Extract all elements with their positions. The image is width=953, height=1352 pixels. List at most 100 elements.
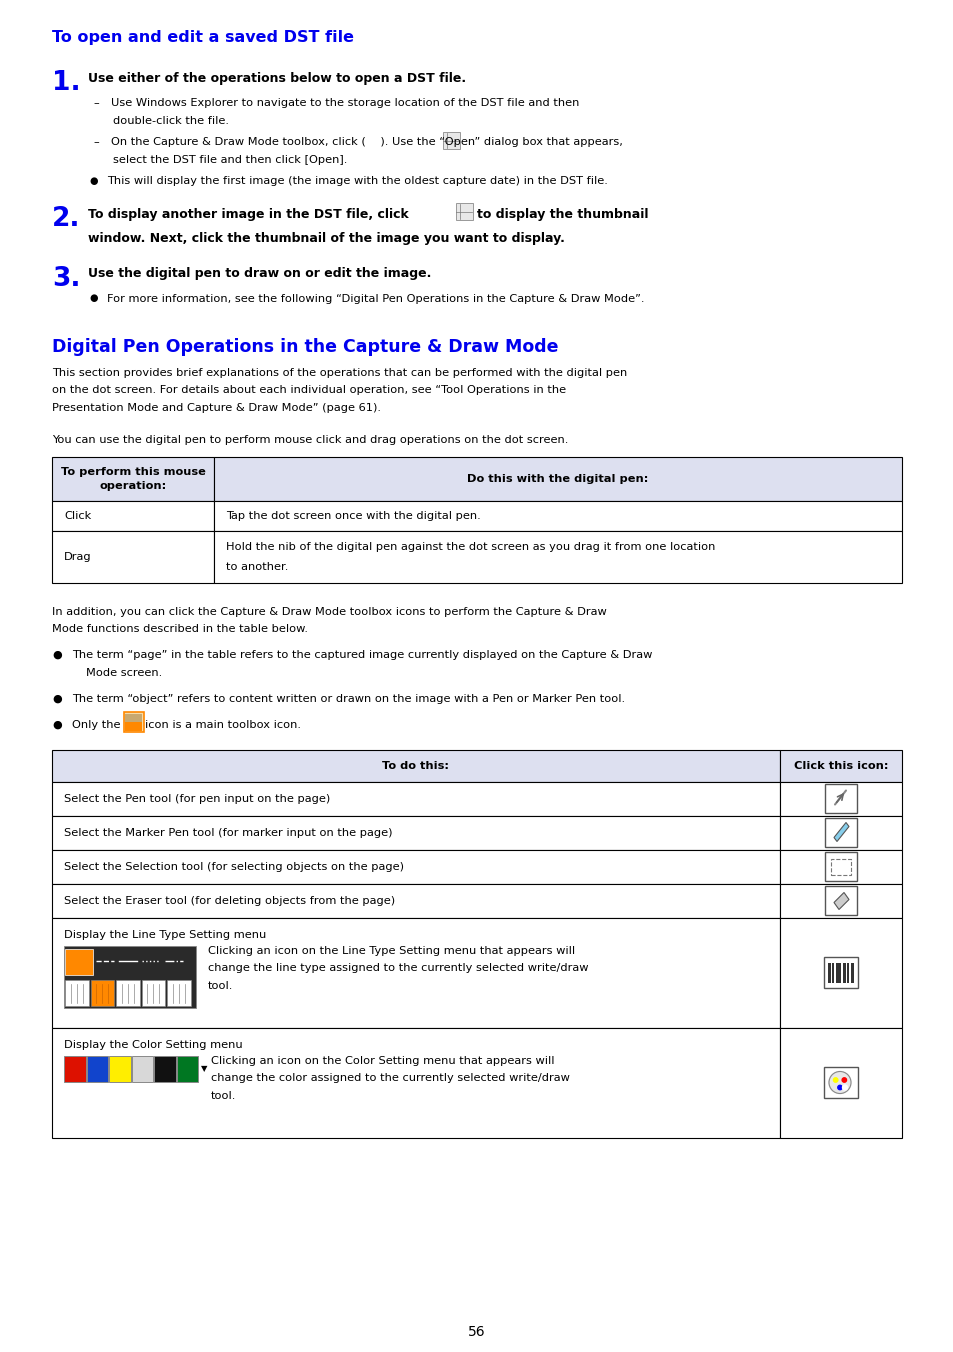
Text: Tap the dot screen once with the digital pen.: Tap the dot screen once with the digital… [226,511,480,521]
Text: 3.: 3. [52,265,80,292]
Text: Drag: Drag [64,552,91,561]
Bar [846,963,848,983]
Text: Click this icon:: Click this icon: [793,761,887,771]
Text: Mode screen.: Mode screen. [86,668,162,677]
Bar [780,781,901,815]
FancyBboxPatch shape [123,713,143,731]
Text: The term “object” refers to content written or drawn on the image with a Pen or : The term “object” refers to content writ… [71,694,624,703]
FancyBboxPatch shape [824,852,856,882]
Text: Use Windows Explorer to navigate to the storage location of the DST file and the: Use Windows Explorer to navigate to the … [111,97,578,108]
Text: tool.: tool. [208,980,233,991]
Text: Only the: Only the [71,719,120,730]
Bar [52,815,780,849]
Text: on the dot screen. For details about each individual operation, see “Tool Operat: on the dot screen. For details about eac… [52,385,565,395]
Bar [141,979,165,1006]
Text: This will display the first image (the image with the oldest capture date) in th: This will display the first image (the i… [107,176,607,187]
Text: Display the Color Setting menu: Display the Color Setting menu [64,1040,242,1049]
Bar [52,530,213,583]
Text: The term “page” in the table refers to the captured image currently displayed on: The term “page” in the table refers to t… [71,650,652,660]
Text: For more information, see the following “Digital Pen Operations in the Capture &: For more information, see the following … [107,293,644,303]
Bar [52,918,780,1028]
Text: to display the thumbnail: to display the thumbnail [476,208,648,220]
Text: change the color assigned to the currently selected write/draw: change the color assigned to the current… [211,1073,569,1083]
Text: tool.: tool. [211,1091,236,1101]
Text: To display another image in the DST file, click: To display another image in the DST file… [88,208,408,220]
Bar [116,979,139,1006]
Text: ●: ● [89,176,97,187]
Text: To open and edit a saved DST file: To open and edit a saved DST file [52,30,354,45]
Text: On the Capture & Draw Mode toolbox, click (    ). Use the “Open” dialog box that: On the Capture & Draw Mode toolbox, clic… [111,137,622,147]
Bar [780,1028,901,1137]
Bar [176,1056,198,1082]
Polygon shape [833,892,848,910]
Text: You can use the digital pen to perform mouse click and drag operations on the do: You can use the digital pen to perform m… [52,434,568,445]
Text: –: – [92,137,99,147]
Text: To do this:: To do this: [382,761,449,771]
FancyBboxPatch shape [822,957,858,988]
Text: Use the digital pen to draw on or edit the image.: Use the digital pen to draw on or edit t… [88,268,431,280]
Bar [830,859,850,875]
Bar [827,963,830,983]
Text: Display the Line Type Setting menu: Display the Line Type Setting menu [64,930,266,940]
Text: ▼: ▼ [201,1064,208,1073]
Circle shape [841,1078,845,1082]
Bar [91,979,113,1006]
Bar [52,1028,780,1137]
Bar [64,945,195,1007]
Bar [87,1056,108,1082]
FancyBboxPatch shape [824,886,856,915]
Text: ●: ● [89,293,97,303]
Text: 2.: 2. [52,206,80,233]
Text: Select the Marker Pen tool (for marker input on the page): Select the Marker Pen tool (for marker i… [64,827,392,837]
Circle shape [841,1086,846,1090]
Bar [125,722,142,730]
Text: 56: 56 [468,1325,485,1338]
Bar [65,979,89,1006]
Bar [52,781,780,815]
Text: Select the Selection tool (for selecting objects on the page): Select the Selection tool (for selecting… [64,861,403,872]
Bar [52,500,213,530]
FancyBboxPatch shape [455,203,473,220]
Bar [780,918,901,1028]
Bar [213,500,901,530]
Text: Do this with the digital pen:: Do this with the digital pen: [467,473,648,484]
Bar [850,963,853,983]
Text: icon is a main toolbox icon.: icon is a main toolbox icon. [145,719,301,730]
Text: To perform this mouse
operation:: To perform this mouse operation: [60,466,205,491]
Text: ●: ● [52,694,62,703]
Text: Clicking an icon on the Color Setting menu that appears will: Clicking an icon on the Color Setting me… [211,1056,554,1065]
FancyBboxPatch shape [442,131,459,149]
Bar [109,1056,131,1082]
Text: 1.: 1. [52,70,81,96]
Bar [839,963,841,983]
Text: window. Next, click the thumbnail of the image you want to display.: window. Next, click the thumbnail of the… [88,231,564,245]
Text: select the DST file and then click [Open].: select the DST file and then click [Open… [112,154,347,165]
Bar [842,963,845,983]
Bar [65,949,92,975]
Text: Select the Eraser tool (for deleting objects from the page): Select the Eraser tool (for deleting obj… [64,895,395,906]
Bar [125,714,142,722]
Text: Hold the nib of the digital pen against the dot screen as you drag it from one l: Hold the nib of the digital pen against … [226,542,715,552]
Text: –: – [92,97,99,108]
Circle shape [837,1086,841,1090]
Text: to another.: to another. [226,561,288,572]
FancyBboxPatch shape [824,784,856,813]
Text: double-click the file.: double-click the file. [112,115,229,126]
Text: Clicking an icon on the Line Type Setting menu that appears will: Clicking an icon on the Line Type Settin… [208,945,575,956]
Text: Select the Pen tool (for pen input on the page): Select the Pen tool (for pen input on th… [64,794,330,803]
FancyBboxPatch shape [822,1067,858,1098]
Bar [52,883,780,918]
Bar [132,1056,152,1082]
Bar [780,849,901,883]
Bar [52,457,213,500]
Circle shape [828,1072,850,1094]
Bar [780,883,901,918]
Text: Presentation Mode and Capture & Draw Mode” (page 61).: Presentation Mode and Capture & Draw Mod… [52,403,380,412]
Bar [213,457,901,500]
Bar [153,1056,175,1082]
Bar [52,749,780,781]
FancyBboxPatch shape [824,818,856,846]
Text: Use either of the operations below to open a DST file.: Use either of the operations below to op… [88,72,466,85]
Text: In addition, you can click the Capture & Draw Mode toolbox icons to perform the : In addition, you can click the Capture &… [52,607,606,617]
Text: ●: ● [52,650,62,660]
